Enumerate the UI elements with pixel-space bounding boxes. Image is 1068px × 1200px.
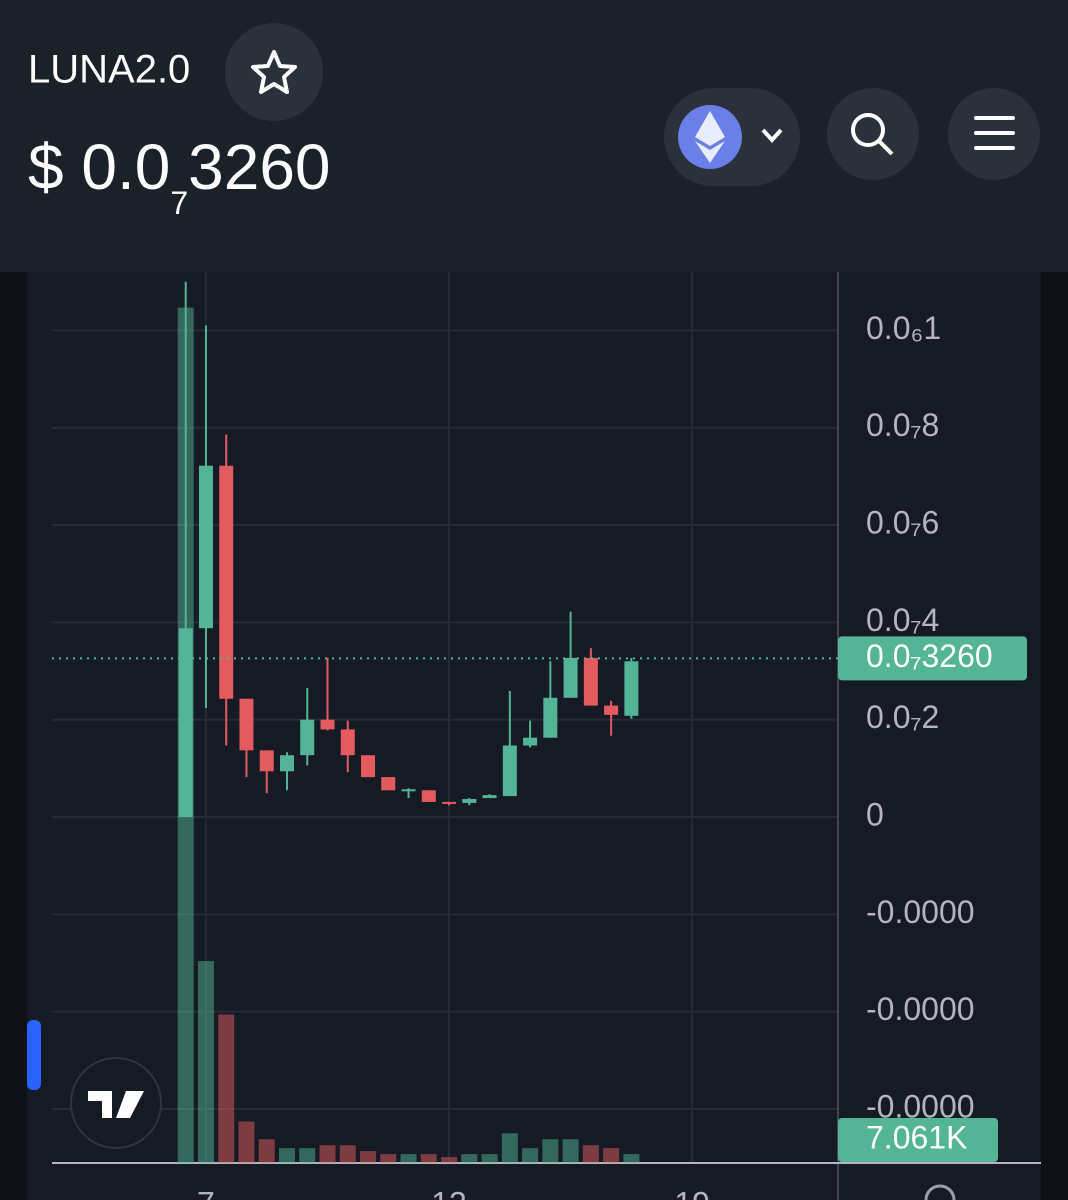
y-tick-label: -0.0000	[866, 894, 975, 930]
candle-body	[361, 755, 376, 778]
search-icon	[851, 113, 885, 147]
volume-bar	[339, 1145, 356, 1163]
last-price-tag	[838, 636, 1027, 681]
y-tick-label: 0.0₇6	[866, 504, 939, 540]
candle-body	[462, 799, 477, 803]
chevron	[761, 128, 783, 143]
plot: 0.0₆1 0.0₇8 0.0₇6 0.0₇4 0.0₇2 0 -0.0000 -0.0000…	[52, 272, 1041, 1200]
star-icon	[251, 50, 297, 94]
volume-bar	[238, 1121, 255, 1163]
tv-glyph	[88, 1091, 144, 1118]
candle-body	[320, 719, 335, 730]
volume-bar	[400, 1154, 417, 1163]
volume-bar	[603, 1148, 620, 1163]
x-tick-label: 13	[431, 1185, 467, 1200]
volume-bar	[299, 1148, 316, 1163]
candle-body	[239, 698, 254, 751]
candle-body	[482, 795, 497, 799]
candle-body	[502, 745, 517, 797]
volume-bar	[258, 1139, 275, 1163]
candle-body	[563, 657, 578, 698]
volume-label: 7.061K	[866, 1119, 967, 1155]
volume-bar	[441, 1157, 458, 1163]
search-handle	[877, 139, 894, 156]
candle-body	[178, 628, 193, 818]
candle-body	[442, 801, 457, 804]
volume-bar	[319, 1145, 336, 1163]
candle-body	[583, 657, 598, 706]
y-tick-label: 0.0₇4	[866, 602, 939, 638]
volume-bar	[582, 1145, 599, 1163]
volume-tag	[838, 1118, 998, 1162]
chart-bg	[27, 272, 1041, 1200]
candle-body	[300, 719, 315, 756]
symbol: LUNA2.0	[28, 48, 190, 92]
volume-bar	[623, 1154, 640, 1163]
y-tick-label: 0.0₆1	[866, 310, 941, 346]
candle-body	[604, 705, 619, 715]
y-tick-label: 0.0₇2	[866, 699, 939, 735]
candle-body	[543, 697, 558, 738]
price-digits: 3260	[188, 131, 330, 203]
y-tick-label: 0.0₇8	[866, 407, 939, 443]
price-prefix: $ 0.0	[28, 131, 170, 203]
x-tick-label: 7	[197, 1185, 215, 1200]
candle-body	[421, 790, 436, 802]
volume-bar	[278, 1148, 295, 1163]
candle-body	[381, 777, 396, 791]
volume-bar	[420, 1154, 437, 1163]
price: $ 0.073260	[28, 131, 331, 222]
candle-body	[219, 465, 234, 699]
volume-bar	[461, 1154, 478, 1163]
candle-body	[279, 755, 294, 772]
y-tick-label: 0	[866, 796, 884, 832]
price-zeros: 7	[170, 185, 188, 221]
volume-bar	[360, 1151, 377, 1163]
candle-body	[198, 465, 213, 629]
candle-body	[523, 737, 538, 746]
tv-logo[interactable]	[70, 1057, 162, 1149]
volume-bar	[197, 961, 214, 1163]
side-tab[interactable]	[27, 1020, 41, 1090]
candle-body	[259, 750, 274, 772]
volume-bar	[562, 1139, 579, 1163]
volume-bar	[481, 1154, 498, 1163]
volume-bar	[542, 1139, 559, 1163]
volume-bar	[380, 1154, 397, 1163]
volume-bar	[501, 1133, 518, 1163]
menu-icon	[974, 116, 1015, 150]
volume-bar	[218, 1014, 235, 1163]
favorite-button[interactable]	[225, 23, 323, 121]
candle-body	[401, 789, 416, 792]
last-price-label: 0.0₇3260	[866, 638, 993, 674]
x-tick-label: 19	[674, 1185, 710, 1200]
y-tick-label: -0.0000	[866, 991, 975, 1027]
eth-glyph	[695, 111, 725, 163]
candle-body	[624, 661, 639, 716]
settings-icon[interactable]	[924, 1184, 956, 1200]
volume-bar	[522, 1148, 539, 1163]
search-button[interactable]	[827, 88, 919, 180]
candle-body	[340, 729, 355, 756]
